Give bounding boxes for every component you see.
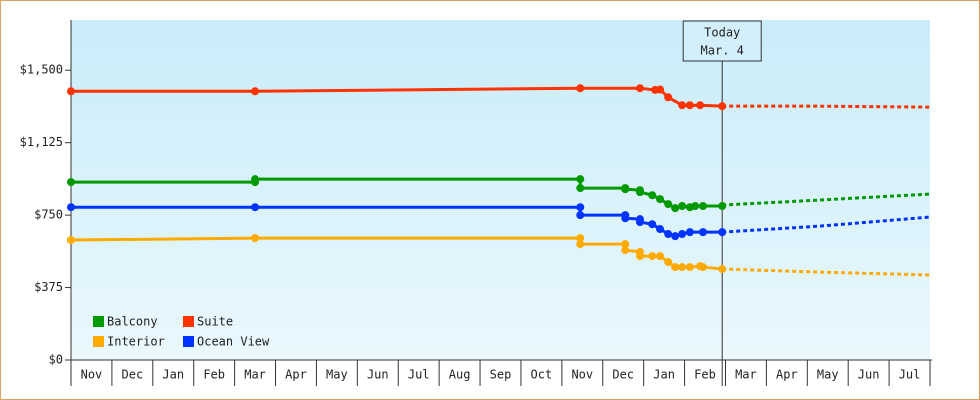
data-point [698, 263, 707, 272]
data-point [656, 195, 665, 204]
data-point [678, 202, 687, 211]
today-box [682, 20, 762, 62]
data-point [698, 202, 707, 211]
legend-label: Ocean View [197, 335, 270, 349]
x-tick-label: Nov [571, 368, 593, 382]
data-point [678, 230, 687, 239]
x-tick-label: Apr [285, 368, 307, 382]
forecast-line [722, 267, 931, 277]
data-point [635, 218, 644, 227]
data-point [621, 246, 630, 255]
data-point [576, 211, 585, 220]
forecast-line [722, 104, 931, 109]
x-tick-label: Nov [81, 368, 103, 382]
data-point [635, 84, 644, 93]
data-point [576, 240, 585, 249]
data-point [671, 232, 680, 241]
plot-area [71, 20, 930, 360]
data-point [67, 236, 75, 245]
x-tick-label: Dec [122, 368, 144, 382]
data-point [718, 265, 727, 274]
data-point [664, 200, 673, 209]
data-point [576, 203, 585, 212]
data-point [698, 228, 707, 237]
data-point [621, 185, 630, 194]
data-point [576, 175, 585, 184]
data-point [685, 263, 694, 272]
x-tick-label: Oct [531, 368, 553, 382]
data-point [718, 202, 727, 211]
data-point [648, 220, 657, 229]
data-point [621, 214, 630, 223]
data-point [576, 234, 585, 243]
today-label: Today [704, 26, 740, 40]
y-tick-label: $0 [49, 353, 63, 367]
y-tick-label: $1,125 [20, 135, 63, 149]
data-point [576, 84, 585, 93]
legend-swatch [93, 336, 104, 347]
x-tick-label: Jul [408, 368, 430, 382]
data-point [685, 101, 694, 110]
data-point [664, 93, 673, 102]
x-tick-label: Dec [612, 368, 634, 382]
data-point [696, 101, 705, 110]
legend-swatch [183, 316, 194, 327]
x-tick-label: Mar [244, 368, 266, 382]
x-tick-label: Jun [367, 368, 389, 382]
forecast-line [722, 215, 931, 234]
data-point [718, 228, 727, 237]
legend-label: Balcony [107, 315, 158, 329]
y-tick-label: $750 [34, 208, 63, 222]
data-point [685, 228, 694, 237]
data-point [718, 102, 727, 111]
data-point [678, 263, 687, 272]
y-tick-label: $1,500 [20, 63, 63, 77]
data-point [656, 85, 665, 94]
data-point [635, 188, 644, 197]
forecast-line [722, 192, 931, 207]
data-point [635, 252, 644, 261]
x-tick-label: Feb [203, 368, 225, 382]
data-point [656, 252, 665, 261]
x-tick-label: Jul [899, 368, 921, 382]
data-point [251, 203, 260, 212]
data-point [664, 230, 673, 239]
data-point [648, 252, 657, 261]
data-point [671, 204, 680, 213]
data-point [251, 87, 260, 96]
data-point [678, 101, 687, 110]
data-point [656, 225, 665, 234]
x-tick-label: Jan [653, 368, 675, 382]
data-point [67, 178, 75, 187]
data-point [671, 263, 680, 272]
x-tick-label: Jan [162, 368, 184, 382]
data-point [664, 258, 673, 267]
x-tick-label: Mar [735, 368, 757, 382]
x-tick-label: May [326, 368, 348, 382]
x-tick-label: Sep [490, 368, 512, 382]
x-tick-label: Aug [449, 368, 471, 382]
x-tick-label: Jun [858, 368, 880, 382]
data-point [251, 234, 260, 243]
data-point [576, 184, 585, 193]
legend-label: Interior [107, 335, 165, 349]
data-point [67, 87, 75, 96]
data-point [621, 240, 630, 249]
data-point [67, 203, 75, 212]
legend-label: Suite [197, 315, 233, 329]
data-point [691, 202, 700, 211]
y-tick-label: $375 [34, 280, 63, 294]
data-point [251, 175, 260, 184]
x-tick-label: May [817, 368, 839, 382]
x-tick-label: Apr [776, 368, 798, 382]
today-label: Mar. 4 [701, 44, 744, 58]
legend-swatch [183, 336, 194, 347]
x-tick-label: Feb [694, 368, 716, 382]
legend-swatch [93, 316, 104, 327]
data-point [648, 191, 657, 200]
